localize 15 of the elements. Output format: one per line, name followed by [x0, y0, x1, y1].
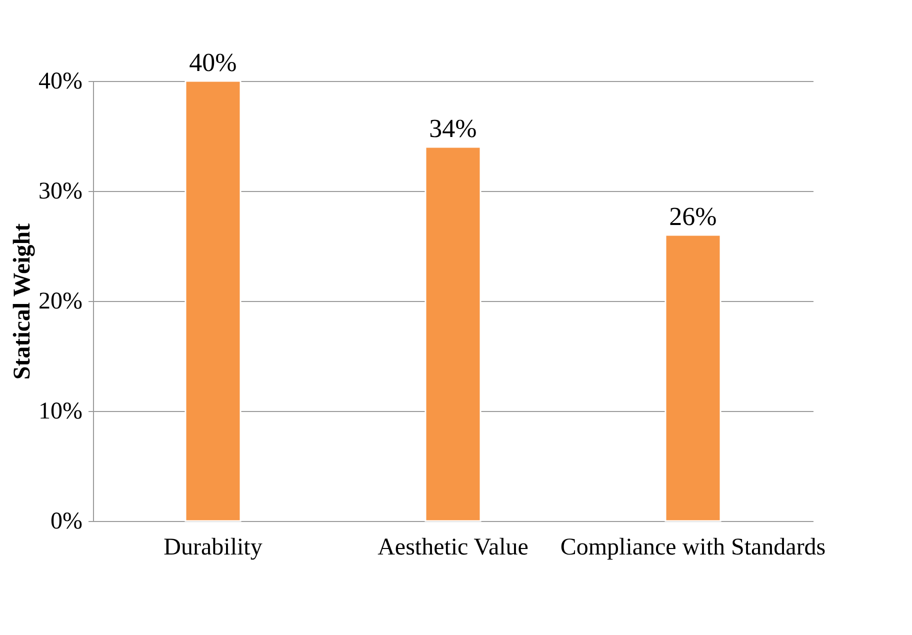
y-tick-label: 30%: [38, 178, 82, 204]
data-label: 40%: [189, 48, 237, 77]
bar: [424, 146, 482, 522]
x-tick-label: Durability: [164, 534, 262, 560]
bar: [184, 80, 242, 522]
x-tick-label: Compliance with Standards: [560, 534, 826, 560]
y-tick-label: 10%: [38, 398, 82, 424]
data-label: 26%: [669, 202, 717, 231]
data-label: 34%: [429, 114, 477, 143]
y-axis-title: Statical Weight: [10, 223, 36, 380]
y-tick-label: 0%: [50, 508, 82, 534]
y-tick-label: 20%: [38, 288, 82, 314]
y-tick-label: 40%: [38, 68, 82, 94]
x-tick-label: Aesthetic Value: [378, 534, 528, 560]
bar: [664, 234, 722, 522]
